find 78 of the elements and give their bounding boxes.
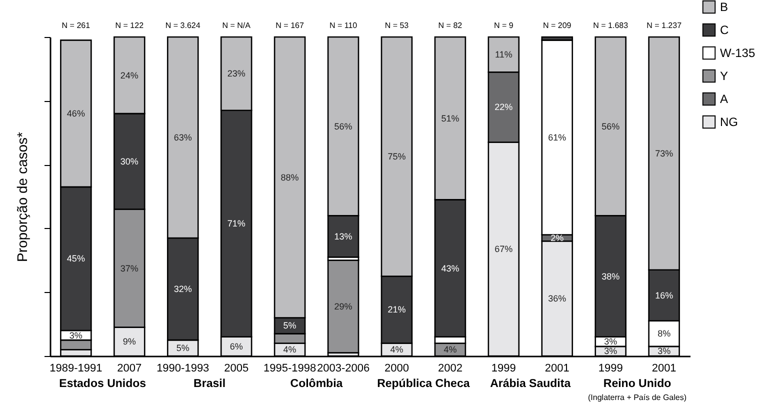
text: N = 261 bbox=[62, 21, 91, 30]
data-label: 3% bbox=[604, 346, 618, 356]
legend-label: A bbox=[720, 92, 728, 106]
data-label: 37% bbox=[120, 263, 138, 274]
x-tick-label: 2007 bbox=[117, 362, 142, 374]
text: N = 9 bbox=[494, 21, 514, 30]
data-label: 22% bbox=[494, 102, 513, 112]
text: Reino Unido bbox=[603, 378, 672, 390]
text: N = 1.683 bbox=[593, 21, 629, 30]
text: N = 3.624 bbox=[165, 21, 201, 30]
data-label: 13% bbox=[334, 231, 352, 242]
data-label: 29% bbox=[334, 302, 352, 312]
data-label: 71% bbox=[227, 218, 246, 229]
legend-label: C bbox=[720, 23, 729, 37]
data-label: 32% bbox=[174, 284, 192, 294]
data-label: 4% bbox=[283, 344, 296, 355]
bar bbox=[327, 260, 360, 354]
text: (Inglaterra + País de Gales) bbox=[588, 393, 687, 402]
text: Estados Unidos bbox=[59, 378, 146, 390]
data-label: 46% bbox=[66, 108, 85, 119]
text: Arábia Saudita bbox=[490, 378, 572, 390]
x-tick-label: 1990-1993 bbox=[156, 362, 210, 374]
text: N = 122 bbox=[115, 21, 144, 30]
data-label: 43% bbox=[441, 263, 460, 274]
data-label: 8% bbox=[658, 328, 671, 339]
data-label: 11% bbox=[494, 50, 512, 60]
data-label: 4% bbox=[444, 344, 457, 355]
data-label: 3% bbox=[658, 346, 671, 356]
x-tick-label: 1995-1998 bbox=[263, 362, 316, 374]
data-label: 24% bbox=[120, 70, 138, 80]
data-label: 30% bbox=[120, 156, 138, 166]
x-tick-label: 2003-2006 bbox=[316, 362, 370, 374]
x-tick-label: 2000 bbox=[384, 362, 409, 374]
x-tick-label: 1989-1991 bbox=[50, 362, 102, 374]
data-label: 38% bbox=[602, 271, 620, 282]
data-label: 67% bbox=[494, 244, 513, 254]
x-tick-label: 2002 bbox=[438, 362, 462, 374]
x-tick-label: 1999 bbox=[491, 362, 516, 374]
text: N = 209 bbox=[543, 21, 572, 30]
data-label: 3% bbox=[604, 336, 618, 347]
x-tick-label: 1999 bbox=[598, 362, 623, 374]
text: N = 53 bbox=[384, 21, 410, 30]
data-label: 56% bbox=[334, 121, 352, 132]
data-label: 63% bbox=[174, 132, 192, 142]
text: Colômbia bbox=[290, 378, 344, 390]
text: N = 82 bbox=[438, 21, 463, 30]
data-label: 36% bbox=[548, 294, 566, 304]
data-label: 51% bbox=[441, 113, 460, 124]
data-label: 75% bbox=[388, 152, 406, 162]
legend-label: Y bbox=[720, 69, 728, 83]
data-label: 88% bbox=[280, 172, 299, 182]
data-label: 73% bbox=[655, 148, 674, 158]
data-label: 6% bbox=[230, 341, 243, 352]
x-tick-label: 2001 bbox=[544, 362, 570, 374]
legend-label: B bbox=[720, 0, 728, 14]
text: República Checa bbox=[377, 378, 470, 390]
data-label: 5% bbox=[283, 320, 296, 331]
data-label: 16% bbox=[655, 290, 674, 300]
text: N = 1.237 bbox=[646, 21, 682, 30]
data-label: 2% bbox=[550, 232, 564, 243]
text: N = 167 bbox=[276, 21, 304, 30]
data-label: 61% bbox=[548, 132, 566, 142]
data-label: 5% bbox=[176, 343, 190, 354]
data-label: 56% bbox=[602, 121, 620, 132]
data-label: 9% bbox=[122, 336, 136, 347]
data-label: 21% bbox=[388, 304, 406, 315]
text: N = 110 bbox=[329, 21, 358, 30]
text: N = N/A bbox=[222, 21, 252, 30]
legend-label: W-135 bbox=[720, 46, 756, 60]
x-tick-label: 2005 bbox=[224, 362, 249, 374]
data-label: 23% bbox=[227, 68, 246, 79]
data-label: 45% bbox=[66, 254, 85, 264]
text: Brasil bbox=[194, 378, 226, 390]
data-label: 4% bbox=[390, 344, 404, 355]
data-label: 3% bbox=[69, 330, 82, 340]
legend-label: NG bbox=[720, 115, 738, 129]
x-tick-label: 2001 bbox=[652, 362, 676, 374]
y-axis-title: Proporção de casos* bbox=[14, 131, 30, 262]
